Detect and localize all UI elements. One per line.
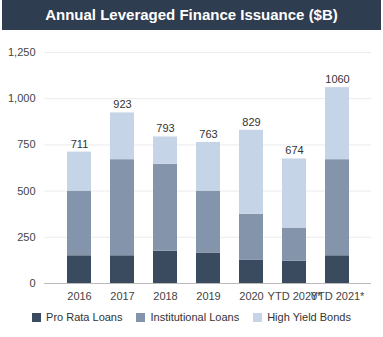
svg-text:711: 711 — [71, 138, 89, 150]
svg-text:763: 763 — [199, 128, 217, 140]
svg-text:2019: 2019 — [196, 290, 220, 302]
html-text:Institutional Loans: Institutional Loans — [150, 311, 240, 323]
svg-text:674: 674 — [285, 144, 303, 156]
svg-text:1,000: 1,000 — [8, 92, 36, 104]
svg-text:923: 923 — [113, 98, 131, 110]
svg-text:793: 793 — [156, 122, 174, 134]
svg-text:250: 250 — [17, 231, 35, 243]
svg-text:750: 750 — [17, 138, 35, 150]
svg-text:2017: 2017 — [110, 290, 134, 302]
svg-text:1,250: 1,250 — [8, 46, 36, 58]
svg-text:500: 500 — [17, 185, 35, 197]
svg-text:YTD 2021*: YTD 2021* — [311, 290, 366, 302]
svg-text:2020: 2020 — [239, 290, 263, 302]
html-text:Pro Rata Loans: Pro Rata Loans — [46, 311, 123, 323]
svg-text:829: 829 — [242, 116, 260, 128]
svg-text:YTD 2020*: YTD 2020* — [267, 290, 322, 303]
svg-text:2018: 2018 — [153, 290, 177, 302]
svg-text:0: 0 — [29, 277, 35, 289]
html-text:Annual Leveraged Finance Issua: Annual Leveraged Finance Issuance ($B) — [45, 6, 338, 23]
svg-text:1060: 1060 — [325, 73, 349, 85]
html-text:High Yield Bonds: High Yield Bonds — [267, 311, 351, 323]
svg-text:2016: 2016 — [67, 290, 91, 302]
